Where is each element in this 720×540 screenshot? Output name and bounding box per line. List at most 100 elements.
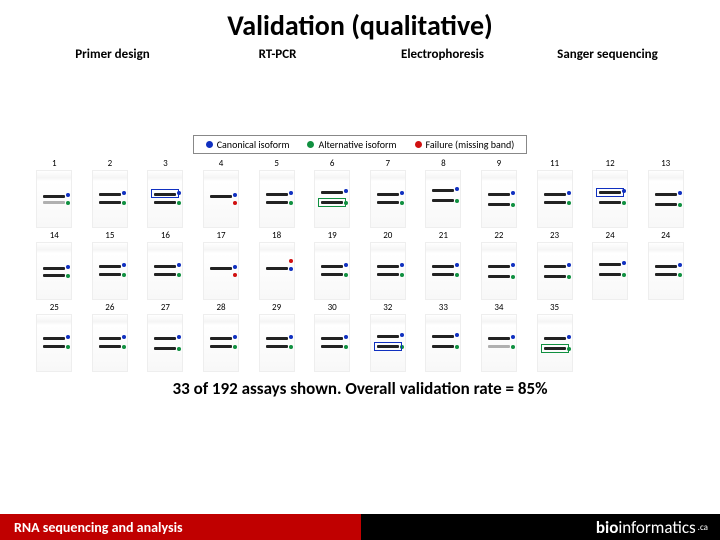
gel-band [655,265,677,268]
gel: 4 [195,158,248,228]
gel-lane [314,170,350,228]
gel-lane [36,314,72,372]
gel-number: 22 [494,230,503,241]
gel: 7 [361,158,414,228]
gel-marker [344,189,348,193]
gel-marker [233,335,237,339]
gel: 29 [250,302,303,372]
gel-band [544,337,566,340]
gel-number: 4 [219,158,224,169]
gel-lane [370,314,406,372]
legend-item: Failure (missing band) [415,138,515,151]
gel-marker [122,345,126,349]
gel-number: 34 [494,302,503,313]
gel-marker [400,273,404,277]
gel-band [43,274,65,277]
gel-marker [455,187,459,191]
gel-marker [177,201,181,205]
gel-band [266,337,288,340]
gel: 13 [639,158,692,228]
legend-item: Canonical isoform [206,138,290,151]
gel-marker [511,335,515,339]
gel-marker [400,191,404,195]
gel-lane [36,242,72,300]
gel-band [154,201,176,204]
footer-main: informatics [618,517,695,538]
gel-lane [314,314,350,372]
legend-item: Alternative isoform [307,138,396,151]
gel-marker [344,273,348,277]
gel-marker [233,345,237,349]
gel-marker [511,263,515,267]
gel-band [321,345,343,348]
legend: Canonical isoform Alternative isoform Fail… [193,135,528,154]
gel-number: 29 [272,302,281,313]
gel-lane [481,314,517,372]
gel-marker [177,273,181,277]
gel-lane [203,242,239,300]
gel-marker [567,335,571,339]
gel-number: 35 [550,302,559,313]
gel-lane [147,314,183,372]
gel-marker [122,201,126,205]
gel-marker [567,275,571,279]
gel-number: 26 [105,302,114,313]
gel-lane [592,170,628,228]
wf-head-electro: Electrophoresis [401,47,484,62]
gel: 17 [195,230,248,300]
gel-marker [511,191,515,195]
gel-band [544,193,566,196]
gel-lane [537,314,573,372]
gel-lane [147,170,183,228]
gel-band [544,265,566,268]
gel-marker [233,201,237,205]
gel-marker [400,201,404,205]
gel-marker [233,193,237,197]
gel-band [377,265,399,268]
gel-lane [203,170,239,228]
gel: 24 [639,230,692,300]
gel-highlight-box [318,198,346,207]
gel-number: 27 [161,302,170,313]
gel-lane [92,170,128,228]
gel-number: 5 [274,158,279,169]
gel-marker [678,203,682,207]
gel-marker [66,193,70,197]
gel-lane [648,170,684,228]
gel-band [655,193,677,196]
gel: 21 [417,230,470,300]
footer-suffix: .ca [698,522,708,533]
wf-head-sanger: Sanger sequencing [557,47,658,62]
gel-number: 6 [330,158,335,169]
gel-band [99,345,121,348]
sanger-diagram [525,66,690,127]
gel-marker [289,267,293,271]
gel-band [266,267,288,270]
gel-marker [122,191,126,195]
gel: 11 [528,158,581,228]
gel-lane [370,170,406,228]
gel-number: 8 [441,158,446,169]
legend-dot [206,141,213,148]
gel-marker [289,191,293,195]
gel-number: 16 [161,230,170,241]
gel-band [43,267,65,270]
gel-number: 24 [661,230,670,241]
gel-lane [92,314,128,372]
gel-band [154,337,176,340]
gel-lane [36,170,72,228]
gel-band [599,263,621,266]
gel-band [43,345,65,348]
gel: 12 [584,158,637,228]
gel-number: 21 [439,230,448,241]
gel-band [488,275,510,278]
legend-label: Canonical isoform [217,138,290,151]
gel-band [266,345,288,348]
gel-number: 33 [439,302,448,313]
gel-number: 24 [606,230,615,241]
gel-marker [122,263,126,267]
gel-number: 25 [50,302,59,313]
footer-prefix: bio [596,517,618,538]
gel-marker [177,347,181,351]
legend-dot [307,141,314,148]
